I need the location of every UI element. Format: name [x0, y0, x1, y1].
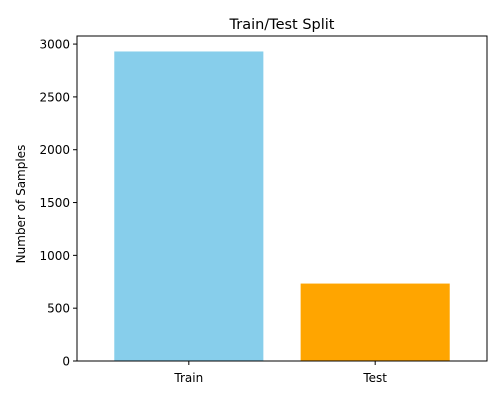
plot-frame — [76, 35, 488, 362]
chart-title: Train/Test Split — [229, 17, 335, 33]
bars-layer — [114, 51, 450, 361]
x-tick-label-train: Train — [173, 371, 203, 385]
bar-test — [300, 283, 450, 361]
y-tick-label: 0 — [62, 355, 70, 369]
y-tick-label: 1000 — [39, 249, 70, 263]
bar-train — [114, 51, 264, 361]
axes-layer: 0 500 1000 1500 2000 2500 3000 Train Test — [39, 35, 488, 385]
y-axis-label: Number of Samples — [14, 145, 28, 264]
y-tick-label: 2000 — [39, 143, 70, 157]
y-tick-label: 1500 — [39, 196, 70, 210]
x-tick-label-test: Test — [362, 371, 387, 385]
y-tick-label: 3000 — [39, 38, 70, 52]
y-tick-label: 500 — [47, 302, 70, 316]
y-tick-label: 2500 — [39, 90, 70, 104]
